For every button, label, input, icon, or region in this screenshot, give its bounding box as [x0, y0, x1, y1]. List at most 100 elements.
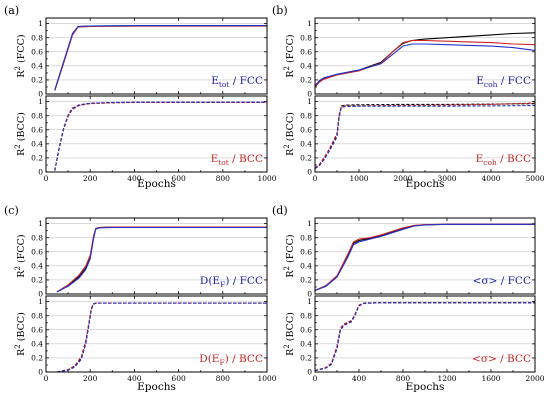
y-axis-label: R2 (FCC)	[14, 234, 27, 277]
x-tick-label: 800	[216, 174, 231, 183]
y-tick-label: 0.8	[300, 111, 312, 120]
x-tick-label: 1200	[437, 374, 456, 383]
plot-frame	[45, 295, 268, 373]
x-axis-label: Epochs	[137, 381, 176, 393]
series-line-2	[314, 39, 536, 88]
x-axis-label: Epochs	[406, 178, 445, 190]
y-axis-label: R2 (BCC)	[283, 112, 296, 156]
x-tick-label: 0	[313, 374, 318, 383]
x-tick-label: 400	[127, 174, 142, 183]
y-tick-label: 0.4	[31, 139, 43, 148]
chart-panel-d: (d) 0 0.2 0.4 0.6 0.8 1 R2 (FCC) <σ> / FCC 0 0.2 0.…	[272, 204, 545, 393]
y-tick-label: 0	[307, 290, 312, 299]
x-tick-label: 1000	[257, 174, 276, 183]
plot-frame	[314, 95, 536, 173]
series-line-3	[56, 302, 267, 373]
panel-label: (d)	[272, 204, 288, 217]
series-annotation: D(EF) / FCC	[200, 275, 263, 289]
x-axis-label: Epochs	[137, 178, 176, 190]
y-tick-label: 0	[307, 368, 312, 377]
y-tick-label: 1	[38, 97, 43, 106]
series-line-3	[54, 25, 267, 90]
x-tick-label: 1600	[481, 374, 500, 383]
y-axis-label: R2 (FCC)	[283, 234, 296, 277]
series-line-2	[314, 102, 536, 169]
plot-frame	[314, 295, 536, 373]
y-tick-label: 1	[307, 219, 312, 228]
subplot-fcc: 0 0.2 0.4 0.6 0.8 1 R2 (FCC) Etot / FCC	[14, 17, 268, 99]
series-annotation: <σ> / FCC	[473, 275, 531, 287]
y-tick-label: 0.2	[300, 354, 312, 363]
series-annotation: Ecoh / BCC	[476, 153, 531, 167]
x-tick-label: 800	[216, 374, 231, 383]
y-tick-label: 0.6	[31, 247, 43, 256]
subplot-bcc: 0 0.2 0.4 0.6 0.8 1 R2 (BCC) <σ> / BCC	[283, 295, 536, 377]
x-tick-label: 1000	[349, 174, 368, 183]
plot-frame	[45, 95, 268, 173]
y-tick-label: 0.4	[31, 261, 43, 270]
y-tick-label: 0.4	[31, 339, 43, 348]
series-annotation: Ecoh / FCC	[476, 75, 531, 89]
y-tick-label: 0	[38, 290, 43, 299]
y-tick-label: 0.6	[31, 325, 43, 334]
series-line-3	[314, 223, 535, 292]
y-tick-label: 1	[307, 297, 312, 306]
y-tick-label: 0	[307, 90, 312, 99]
x-tick-label: 2000	[393, 174, 412, 183]
y-tick-label: 0.2	[300, 154, 312, 163]
x-tick-label: 0	[44, 374, 49, 383]
y-tick-label: 0.6	[31, 47, 43, 56]
subplot-bcc: 0 0.2 0.4 0.6 0.8 1 R2 (BCC) Ecoh / BCC	[283, 95, 536, 177]
x-axis-label: Epochs	[406, 381, 445, 393]
y-tick-label: 1	[38, 19, 43, 28]
x-tick-label: 600	[171, 374, 186, 383]
y-tick-label: 0.2	[31, 76, 43, 85]
y-tick-label: 0.4	[300, 61, 312, 70]
y-tick-label: 0.8	[31, 233, 43, 242]
chart-panel-c: (c) 0 0.2 0.4 0.6 0.8 1 R2 (FCC) D(EF) / FCC 0 0.2…	[4, 204, 277, 393]
y-tick-label: 1	[307, 19, 312, 28]
y-tick-label: 0.4	[300, 339, 312, 348]
series-line-3	[56, 226, 267, 293]
y-tick-label: 0	[38, 90, 43, 99]
y-tick-label: 0.8	[31, 33, 43, 42]
series-line-3	[314, 43, 536, 86]
y-tick-label: 0.4	[300, 139, 312, 148]
x-tick-label: 0	[44, 174, 49, 183]
y-tick-label: 0.6	[300, 47, 312, 56]
x-tick-label: 200	[83, 374, 98, 383]
y-tick-label: 0.8	[300, 233, 312, 242]
panel-label: (b)	[272, 4, 288, 17]
subplot-fcc: 0 0.2 0.4 0.6 0.8 1 R2 (FCC) D(EF) / FCC	[14, 217, 268, 299]
subplot-bcc: 0 0.2 0.4 0.6 0.8 1 R2 (BCC) Etot / BCC	[14, 95, 268, 177]
y-axis-label: R2 (BCC)	[283, 312, 296, 356]
subplot-fcc: 0 0.2 0.4 0.6 0.8 1 R2 (FCC) Ecoh / FCC	[283, 17, 536, 99]
y-tick-label: 0	[38, 368, 43, 377]
subplot-bcc: 0 0.2 0.4 0.6 0.8 1 R2 (BCC) D(EF) / BCC	[14, 295, 268, 377]
x-tick-label: 200	[83, 174, 98, 183]
y-axis-label: R2 (BCC)	[14, 112, 27, 156]
series-annotation: D(EF) / BCC	[199, 353, 263, 367]
y-axis-label: R2 (FCC)	[14, 34, 27, 77]
x-tick-label: 600	[171, 174, 186, 183]
x-tick-label: 1000	[257, 374, 276, 383]
x-tick-label: 0	[313, 174, 318, 183]
x-tick-label: 400	[127, 374, 142, 383]
plot-frame	[45, 217, 268, 295]
x-tick-label: 3000	[437, 174, 456, 183]
series-annotation: Etot / FCC	[211, 75, 263, 89]
y-tick-label: 0.8	[31, 311, 43, 320]
y-tick-label: 1	[38, 219, 43, 228]
y-tick-label: 0.2	[31, 276, 43, 285]
plot-frame	[314, 17, 536, 95]
y-tick-label: 1	[307, 97, 312, 106]
y-tick-label: 1	[38, 297, 43, 306]
series-line-3	[314, 302, 535, 372]
y-tick-label: 0	[38, 168, 43, 177]
y-tick-label: 0.6	[31, 125, 43, 134]
y-tick-label: 0.2	[31, 354, 43, 363]
panel-label: (a)	[4, 4, 19, 17]
